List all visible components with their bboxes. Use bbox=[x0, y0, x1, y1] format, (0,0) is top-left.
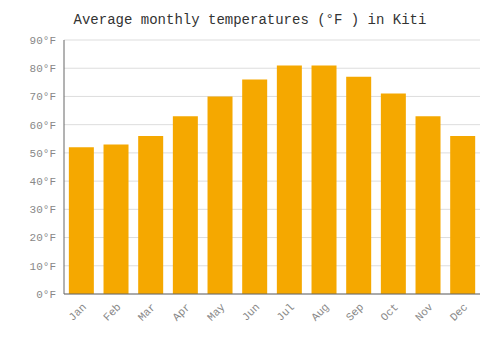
svg-text:Jun: Jun bbox=[240, 301, 262, 323]
svg-text:Sep: Sep bbox=[344, 301, 366, 323]
svg-text:80°F: 80°F bbox=[30, 63, 56, 75]
svg-text:30°F: 30°F bbox=[30, 204, 56, 216]
svg-text:Nov: Nov bbox=[413, 301, 436, 324]
svg-text:90°F: 90°F bbox=[30, 35, 56, 47]
svg-text:Mar: Mar bbox=[136, 301, 158, 323]
svg-text:May: May bbox=[205, 301, 228, 324]
svg-text:40°F: 40°F bbox=[30, 176, 56, 188]
svg-text:0°F: 0°F bbox=[36, 289, 56, 301]
svg-text:70°F: 70°F bbox=[30, 91, 56, 103]
svg-text:Feb: Feb bbox=[101, 301, 123, 323]
html-text:Average monthly temperatures (: Average monthly temperatures (°F ) in Ki… bbox=[73, 12, 427, 28]
svg-text:Oct: Oct bbox=[378, 301, 400, 323]
svg-text:Dec: Dec bbox=[448, 301, 470, 323]
svg-text:50°F: 50°F bbox=[30, 148, 56, 160]
svg-text:20°F: 20°F bbox=[30, 232, 56, 244]
svg-text:Jul: Jul bbox=[274, 301, 296, 323]
svg-text:Jan: Jan bbox=[66, 301, 88, 323]
svg-text:Apr: Apr bbox=[170, 301, 192, 323]
svg-text:Aug: Aug bbox=[309, 301, 331, 323]
svg-text:10°F: 10°F bbox=[30, 261, 56, 273]
svg-text:60°F: 60°F bbox=[30, 120, 56, 132]
